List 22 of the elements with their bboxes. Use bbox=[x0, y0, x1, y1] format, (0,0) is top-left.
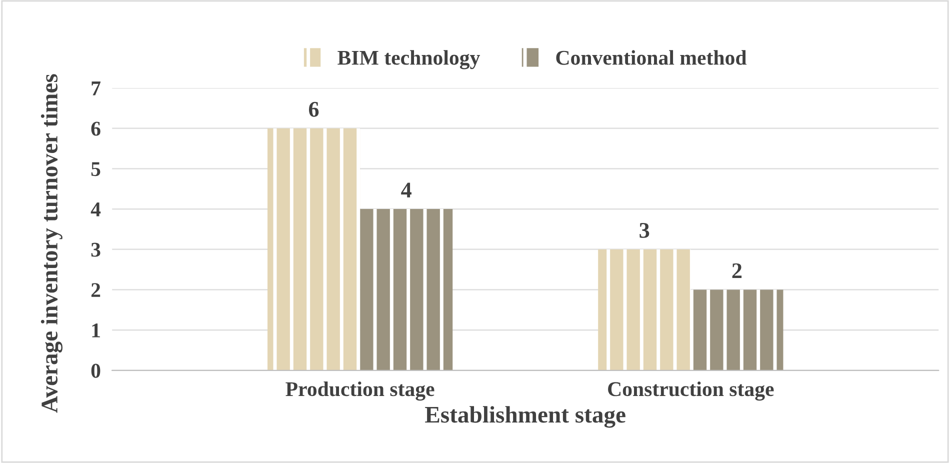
y-tick-label: 5 bbox=[91, 162, 100, 176]
data-label: 6 bbox=[308, 102, 319, 117]
legend-label: BIM technology bbox=[338, 50, 480, 70]
y-tick-label: 0 bbox=[91, 364, 100, 378]
legend-label: Conventional method bbox=[556, 50, 747, 65]
y-tick-label: 1 bbox=[92, 324, 100, 338]
y-axis-title: Average inventory turnover times bbox=[40, 74, 63, 413]
y-tick-label: 4 bbox=[90, 202, 101, 216]
data-label: 2 bbox=[732, 263, 742, 278]
x-tick-label: Construction stage bbox=[608, 382, 774, 401]
x-tick-label: Production stage bbox=[286, 382, 434, 401]
y-tick-label: 2 bbox=[91, 283, 100, 297]
data-label: 4 bbox=[401, 182, 412, 198]
bar bbox=[690, 290, 784, 370]
y-tick-label: 6 bbox=[91, 122, 100, 136]
bar bbox=[598, 249, 691, 370]
bar bbox=[360, 209, 453, 370]
y-tick-label: 3 bbox=[91, 242, 100, 257]
x-axis-title: Establishment stage bbox=[425, 406, 626, 428]
y-tick-label: 7 bbox=[92, 82, 100, 96]
bar bbox=[267, 128, 360, 370]
data-label: 3 bbox=[640, 222, 650, 238]
